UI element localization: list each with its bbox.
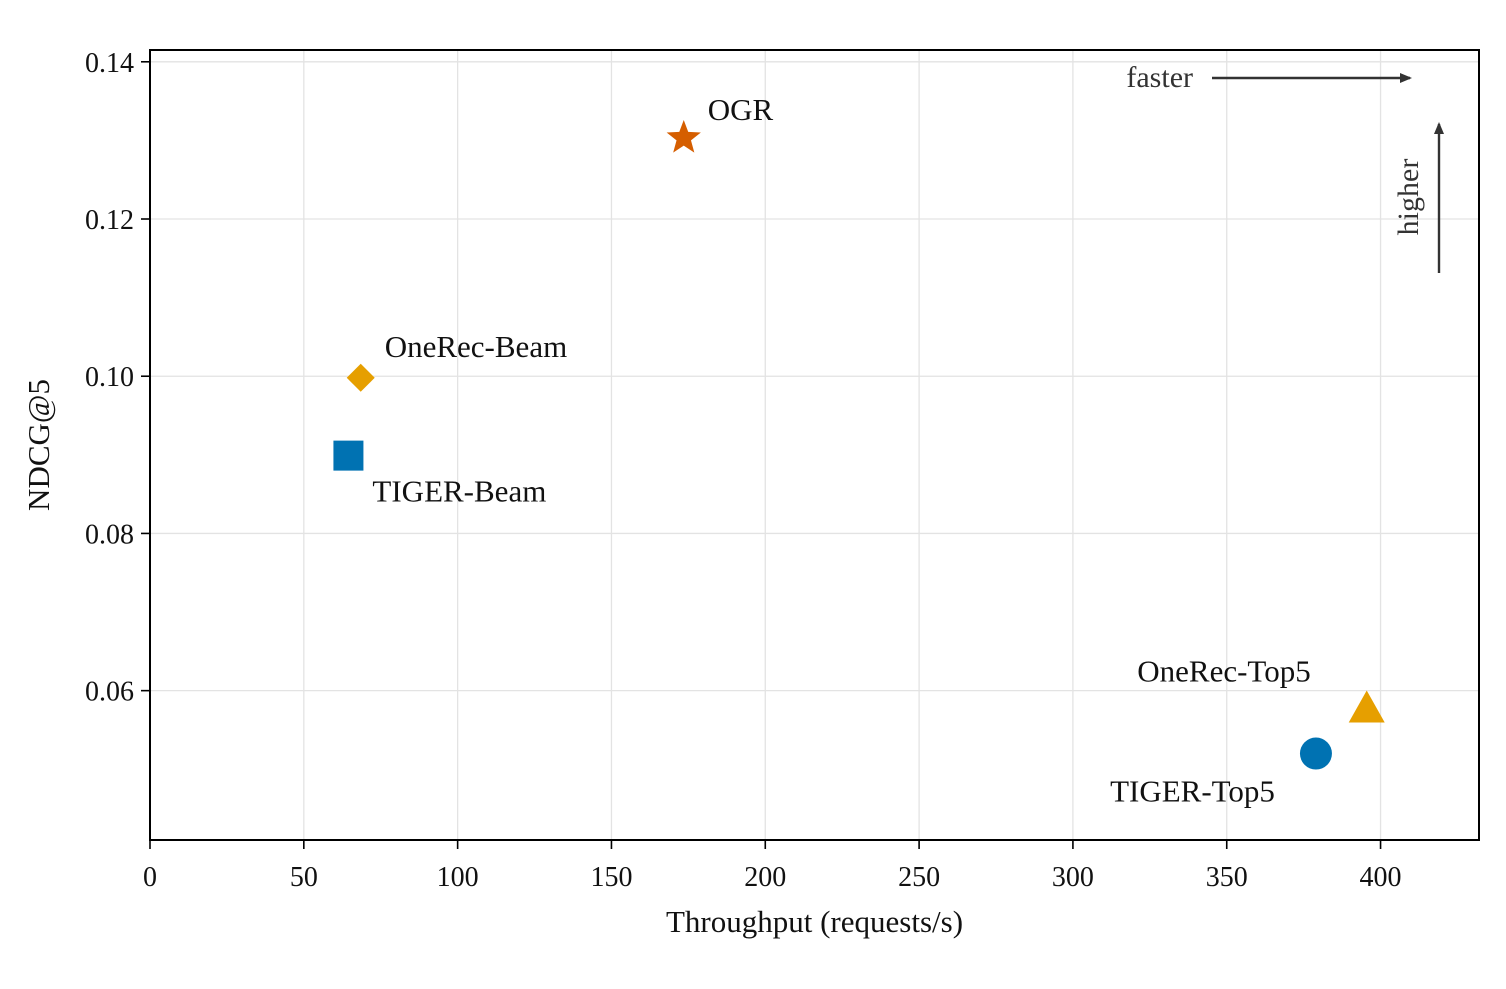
higher-annotation-label: higher bbox=[1392, 159, 1425, 236]
faster-annotation-label: faster bbox=[1126, 61, 1193, 94]
x-tick-label: 250 bbox=[898, 862, 940, 893]
plot-frame bbox=[149, 49, 1480, 841]
points-layer bbox=[333, 120, 1385, 770]
y-tick-label: 0.12 bbox=[85, 205, 134, 236]
tiger-top5-label: TIGER-Top5 bbox=[1110, 774, 1275, 809]
labels-layer: OGR OneRec-Beam TIGER-Beam OneRec-Top5 TIGER… bbox=[372, 92, 1310, 808]
y-tick-label: 0.14 bbox=[85, 48, 134, 79]
x-tick-label: 350 bbox=[1206, 862, 1248, 893]
axes-layer: 0 50 100 150 200 250 300 350 400 0.06 0.08 0.10 0.12… bbox=[21, 48, 1480, 939]
y-tick-label: 0.10 bbox=[85, 362, 134, 393]
tiger-beam-point bbox=[333, 440, 364, 471]
onerec-top5-point bbox=[1348, 690, 1385, 723]
x-tick-label: 0 bbox=[143, 862, 157, 893]
x-axis-title: Throughput (requests/s) bbox=[666, 904, 963, 939]
x-tick-label: 300 bbox=[1052, 862, 1094, 893]
onerec-top5-label: OneRec-Top5 bbox=[1137, 654, 1310, 689]
y-axis-title: NDCG@5 bbox=[21, 379, 56, 511]
onerec-beam-label: OneRec-Beam bbox=[385, 329, 567, 364]
tiger-beam-label: TIGER-Beam bbox=[372, 474, 546, 509]
x-tick-label: 400 bbox=[1360, 862, 1402, 893]
x-tick-label: 200 bbox=[744, 862, 786, 893]
tiger-top5-point bbox=[1299, 737, 1332, 770]
y-tick-label: 0.06 bbox=[85, 677, 134, 708]
ogr-point bbox=[666, 120, 701, 153]
y-tick-label: 0.08 bbox=[85, 519, 134, 550]
annotation-layer: faster higher bbox=[1126, 61, 1444, 273]
ogr-label: OGR bbox=[708, 92, 774, 127]
x-tick-label: 50 bbox=[290, 862, 318, 893]
x-tick-label: 100 bbox=[437, 862, 479, 893]
x-tick-label: 150 bbox=[590, 862, 632, 893]
onerec-beam-point bbox=[346, 363, 375, 392]
